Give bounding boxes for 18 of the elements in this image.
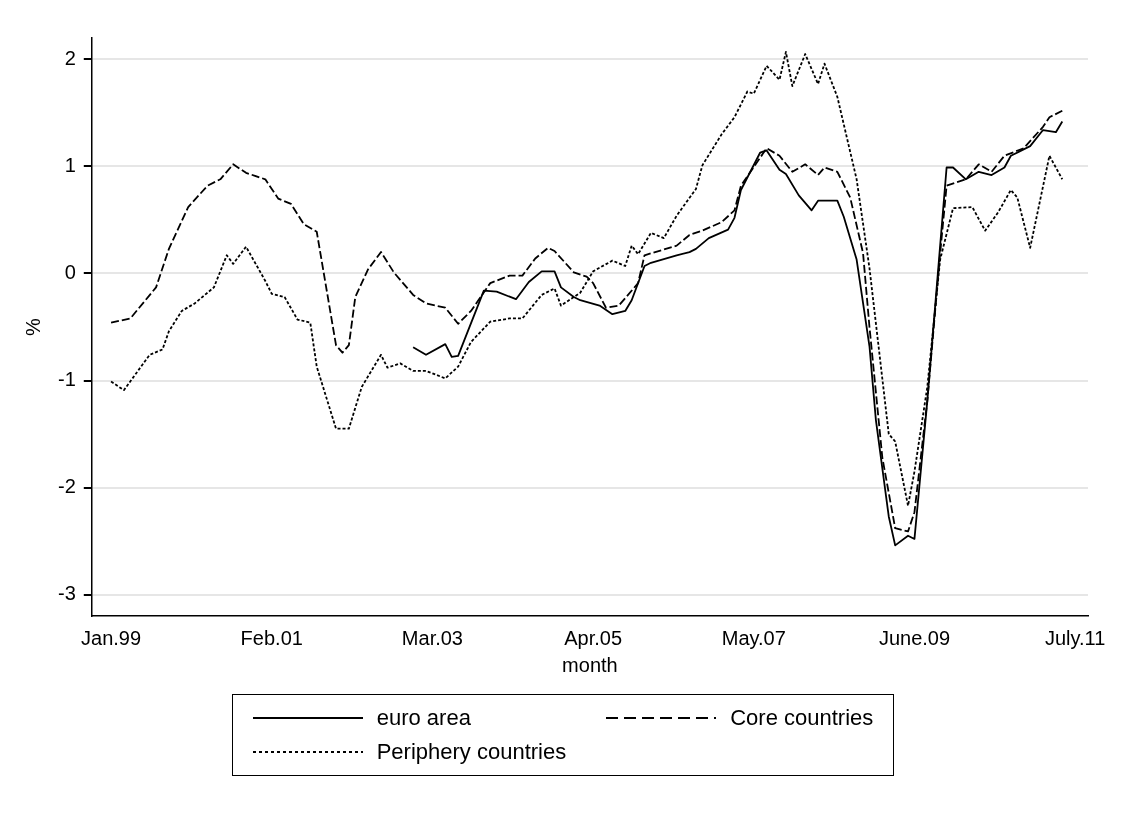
y-tick-label: 0 (64, 261, 76, 283)
x-tick-label: June.09 (878, 626, 951, 649)
legend-label: euro area (376, 705, 471, 731)
y-tick-label: -3 (57, 582, 76, 605)
x-tick-label: Feb.01 (240, 626, 303, 649)
y-tick-label: -2 (57, 475, 76, 498)
y-tick-label: -1 (57, 368, 76, 391)
x-tick-label: July.11 (1044, 626, 1106, 649)
y-axis-title: % (21, 317, 44, 336)
legend-label: Core countries (730, 705, 874, 731)
x-tick-label: Mar.03 (401, 626, 463, 649)
x-tick-label: Apr.05 (564, 626, 623, 649)
x-tick-label: Jan.99 (81, 626, 142, 649)
x-axis-title: month (562, 653, 618, 676)
legend-label: Periphery countries (376, 739, 567, 765)
y-tick-label: 1 (64, 153, 76, 176)
y-tick-label: 2 (64, 46, 76, 69)
x-tick-label: May.07 (721, 626, 786, 649)
